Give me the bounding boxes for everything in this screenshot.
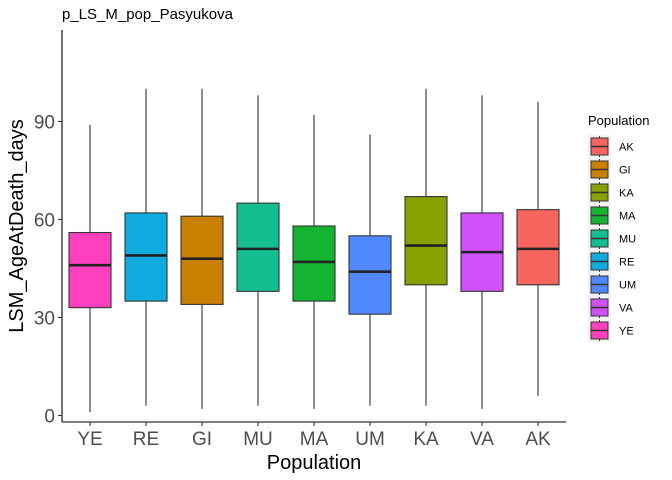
y-tick-label: 60 — [34, 210, 55, 231]
y-axis-ticks: 0 30 60 90 — [34, 112, 62, 427]
box-um — [348, 134, 392, 406]
legend-item-um: UM — [588, 273, 636, 296]
box-re — [124, 88, 168, 406]
legend-item-mu: MU — [588, 227, 636, 250]
box-mu — [236, 95, 280, 406]
legend-label: MA — [619, 211, 636, 223]
legend-item-gi: GI — [588, 158, 631, 181]
iqr-box — [404, 196, 448, 286]
x-axis-ticks: YE RE GI MU MA UM KA VA AK — [77, 422, 551, 450]
x-tick-label: YE — [77, 429, 102, 450]
legend: Population AK GI KA MA MU RE UM VA YE — [588, 113, 649, 342]
legend-label: MU — [619, 234, 636, 246]
legend-label: UM — [619, 280, 636, 292]
x-tick-label: MA — [300, 429, 329, 450]
x-tick-label: AK — [525, 429, 551, 450]
iqr-box — [124, 212, 168, 302]
x-axis-title: Population — [267, 452, 362, 474]
legend-title: Population — [588, 113, 649, 128]
legend-label: YE — [619, 326, 634, 338]
iqr-box — [292, 225, 336, 302]
chart-title: p_LS_M_pop_Pasyukova — [62, 6, 234, 23]
legend-item-ye: YE — [588, 319, 634, 342]
box-va — [460, 95, 504, 409]
x-tick-label: MU — [243, 429, 273, 450]
legend-item-ma: MA — [588, 204, 636, 227]
box-ak — [516, 101, 560, 396]
legend-label: KA — [619, 188, 634, 200]
plot-area: 0 30 60 90 YE RE GI MU MA UM KA VA AK — [34, 30, 566, 450]
y-tick-label: 30 — [34, 308, 55, 329]
y-tick-label: 0 — [44, 406, 55, 427]
x-tick-label: KA — [413, 429, 439, 450]
boxes-group — [68, 88, 560, 413]
y-tick-label: 90 — [34, 112, 55, 133]
iqr-box — [516, 209, 560, 286]
y-axis-title: LSM_AgeAtDeath_days — [6, 119, 28, 332]
iqr-box — [68, 231, 112, 309]
legend-item-ka: KA — [588, 181, 634, 204]
legend-label: RE — [619, 257, 634, 269]
legend-label: GI — [619, 165, 631, 177]
legend-label: VA — [619, 303, 634, 315]
x-tick-label: GI — [192, 429, 212, 450]
box-gi — [180, 88, 224, 409]
x-tick-label: UM — [355, 429, 385, 450]
legend-item-ak: AK — [588, 135, 634, 158]
legend-items: AK GI KA MA MU RE UM VA YE — [588, 135, 636, 342]
box-ka — [404, 88, 448, 406]
iqr-box — [236, 202, 280, 292]
legend-label: AK — [619, 142, 634, 154]
iqr-box — [348, 235, 392, 315]
legend-item-va: VA — [588, 296, 634, 319]
legend-item-re: RE — [588, 250, 634, 273]
x-tick-label: RE — [133, 429, 159, 450]
box-ye — [68, 124, 112, 413]
box-ma — [292, 114, 336, 409]
iqr-box — [180, 215, 224, 305]
x-tick-label: VA — [470, 429, 494, 450]
